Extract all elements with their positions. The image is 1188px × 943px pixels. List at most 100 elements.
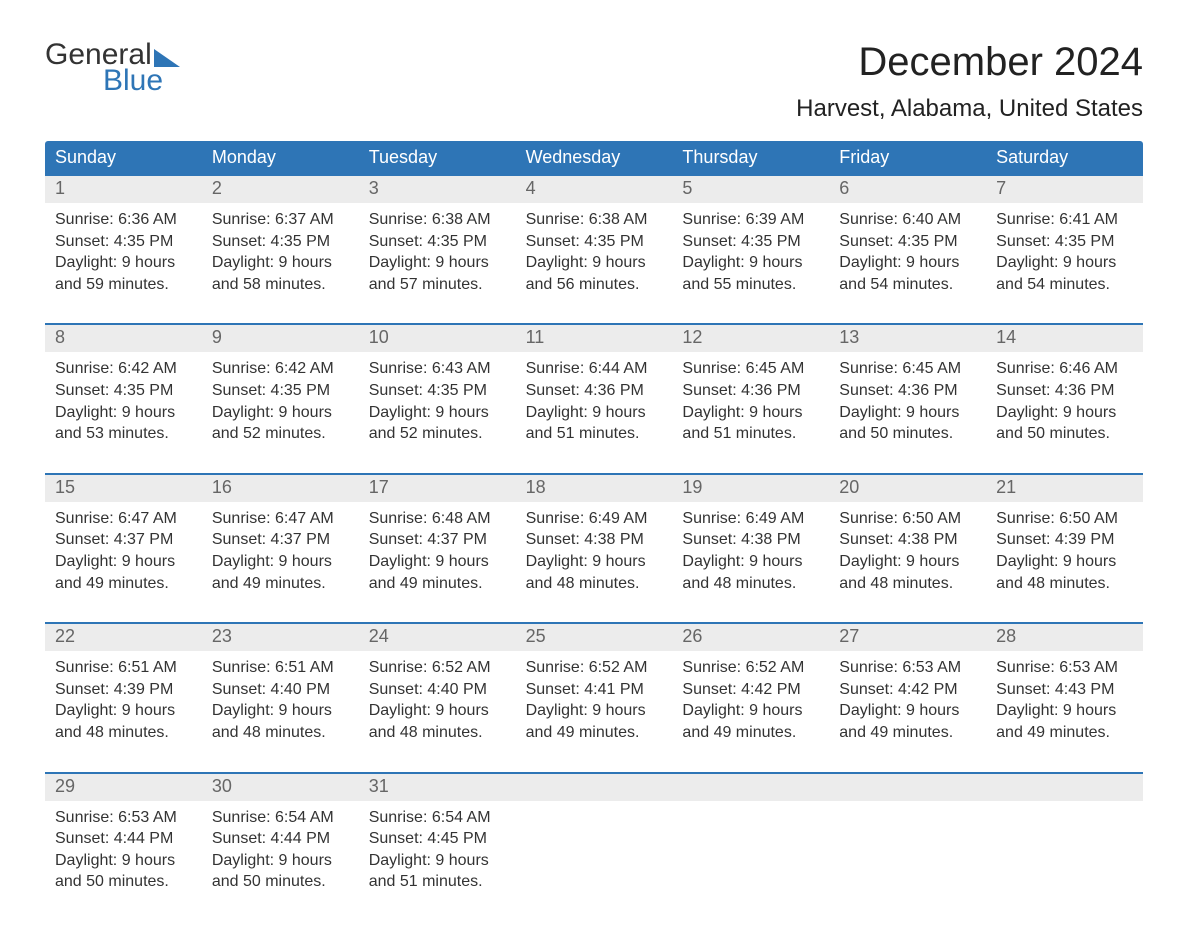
day-numbers-row: 15161718192021 [45,475,1143,502]
day-cell [986,801,1143,903]
sunrise-text: Sunrise: 6:48 AM [369,508,506,530]
week-block: 293031Sunrise: 6:53 AMSunset: 4:44 PMDay… [45,772,1143,903]
day-cell [672,801,829,903]
day-header: Sunday [45,141,202,174]
day-number: 9 [202,325,359,352]
day-cell: Sunrise: 6:52 AMSunset: 4:41 PMDaylight:… [516,651,673,753]
daylight-text-1: Daylight: 9 hours [526,551,663,573]
day-cell: Sunrise: 6:45 AMSunset: 4:36 PMDaylight:… [672,352,829,454]
sunset-text: Sunset: 4:37 PM [369,529,506,551]
sunrise-text: Sunrise: 6:54 AM [369,807,506,829]
day-cell: Sunrise: 6:45 AMSunset: 4:36 PMDaylight:… [829,352,986,454]
sunset-text: Sunset: 4:40 PM [369,679,506,701]
day-content-row: Sunrise: 6:47 AM Sunset: 4:37 PM Daylight:… [45,502,1143,604]
sunset-text: Sunset: 4:44 PM [212,828,349,850]
title-block: December 2024 Harvest, Alabama, United S… [796,40,1143,123]
day-cell: Sunrise: 6:46 AMSunset: 4:36 PMDaylight:… [986,352,1143,454]
day-number: 11 [516,325,673,352]
sunrise-text: Sunrise: 6:53 AM [55,807,192,829]
day-number [986,774,1143,801]
daylight-text-1: Daylight: 9 hours [369,700,506,722]
day-cell: Sunrise: 6:43 AMSunset: 4:35 PMDaylight:… [359,352,516,454]
sunset-text: Sunset: 4:36 PM [839,380,976,402]
day-cell: Sunrise: 6:52 AMSunset: 4:40 PMDaylight:… [359,651,516,753]
day-number: 3 [359,176,516,203]
header: General Blue December 2024 Harvest, Alab… [45,40,1143,123]
day-number: 14 [986,325,1143,352]
daylight-text-2: and 48 minutes. [369,722,506,744]
day-number: 29 [45,774,202,801]
daylight-text-2: and 54 minutes. [996,274,1133,296]
daylight-text-2: and 50 minutes. [996,423,1133,445]
day-number: 20 [829,475,986,502]
sunset-text: Sunset: 4:38 PM [682,529,819,551]
day-cell: Sunrise: 6:53 AMSunset: 4:42 PMDaylight:… [829,651,986,753]
day-cell: Sunrise: 6:42 AMSunset: 4:35 PMDaylight:… [45,352,202,454]
day-number: 22 [45,624,202,651]
day-number: 5 [672,176,829,203]
daylight-text-1: Daylight: 9 hours [212,402,349,424]
daylight-text-1: Daylight: 9 hours [526,402,663,424]
sunrise-text: Sunrise: 6:47 AM [212,508,349,530]
sunset-text: Sunset: 4:41 PM [526,679,663,701]
daylight-text-2: and 51 minutes. [526,423,663,445]
day-number: 10 [359,325,516,352]
daylight-text-2: and 52 minutes. [369,423,506,445]
daylight-text-2: and 55 minutes. [682,274,819,296]
day-number: 15 [45,475,202,502]
day-cell: Sunrise: 6:52 AMSunset: 4:42 PMDaylight:… [672,651,829,753]
daylight-text-2: and 49 minutes. [526,722,663,744]
daylight-text-1: Daylight: 9 hours [996,402,1133,424]
daylight-text-2: and 53 minutes. [55,423,192,445]
sunrise-text: Sunrise: 6:46 AM [996,358,1133,380]
daylight-text-1: Daylight: 9 hours [55,402,192,424]
day-content-row: Sunrise: 6:51 AMSunset: 4:39 PMDaylight:… [45,651,1143,753]
daylight-text-2: and 52 minutes. [212,423,349,445]
sunset-text: Sunset: 4:35 PM [55,231,192,253]
daylight-text-2: and 48 minutes. [996,573,1133,595]
day-number [829,774,986,801]
day-cell: Sunrise: 6:48 AMSunset: 4:37 PMDaylight:… [359,502,516,604]
day-cell: Sunrise: 6:53 AMSunset: 4:44 PMDaylight:… [45,801,202,903]
sunset-text: Sunset: 4:38 PM [839,529,976,551]
daylight-text-2: and 48 minutes. [526,573,663,595]
day-cell [516,801,673,903]
day-number: 21 [986,475,1143,502]
day-number: 2 [202,176,359,203]
day-number: 23 [202,624,359,651]
page-title: December 2024 [796,40,1143,85]
sunrise-text: Sunrise: 6:38 AM [526,209,663,231]
sunrise-text: Sunrise: 6:50 AM [839,508,976,530]
daylight-text-2: and 54 minutes. [839,274,976,296]
day-cell: Sunrise: 6:50 AMSunset: 4:39 PMDaylight:… [986,502,1143,604]
daylight-text-1: Daylight: 9 hours [212,551,349,573]
daylight-text-2: and 48 minutes. [212,722,349,744]
day-number: 8 [45,325,202,352]
day-cell: Sunrise: 6:37 AMSunset: 4:35 PMDaylight:… [202,203,359,305]
daylight-text-1: Daylight: 9 hours [212,252,349,274]
day-number: 25 [516,624,673,651]
day-header: Monday [202,141,359,174]
sunrise-text: Sunrise: 6:49 AM [526,508,663,530]
day-header: Thursday [672,141,829,174]
daylight-text-2: and 57 minutes. [369,274,506,296]
daylight-text-2: and 56 minutes. [526,274,663,296]
sunrise-text: Sunrise: 6:44 AM [526,358,663,380]
day-cell: Sunrise: 6:47 AMSunset: 4:37 PMDaylight:… [202,502,359,604]
sunrise-text: Sunrise: 6:52 AM [682,657,819,679]
sunrise-text: Sunrise: 6:36 AM [55,209,192,231]
daylight-text-1: Daylight: 9 hours [369,850,506,872]
sunset-text: Sunset: 4:44 PM [55,828,192,850]
day-number: 4 [516,176,673,203]
day-cell: Sunrise: 6:51 AMSunset: 4:39 PMDaylight:… [45,651,202,753]
daylight-text-1: Daylight: 9 hours [682,700,819,722]
daylight-text-1: Daylight: 9 hours [55,700,192,722]
day-numbers-row: 293031 [45,774,1143,801]
sunset-text: Sunset: 4:39 PM [996,529,1133,551]
day-number: 17 [359,475,516,502]
sunrise-text: Sunrise: 6:45 AM [682,358,819,380]
sunrise-text: Sunrise: 6:45 AM [839,358,976,380]
daylight-text-1: Daylight: 9 hours [526,700,663,722]
day-numbers-row: 891011121314 [45,325,1143,352]
sunrise-text: Sunrise: 6:42 AM [212,358,349,380]
